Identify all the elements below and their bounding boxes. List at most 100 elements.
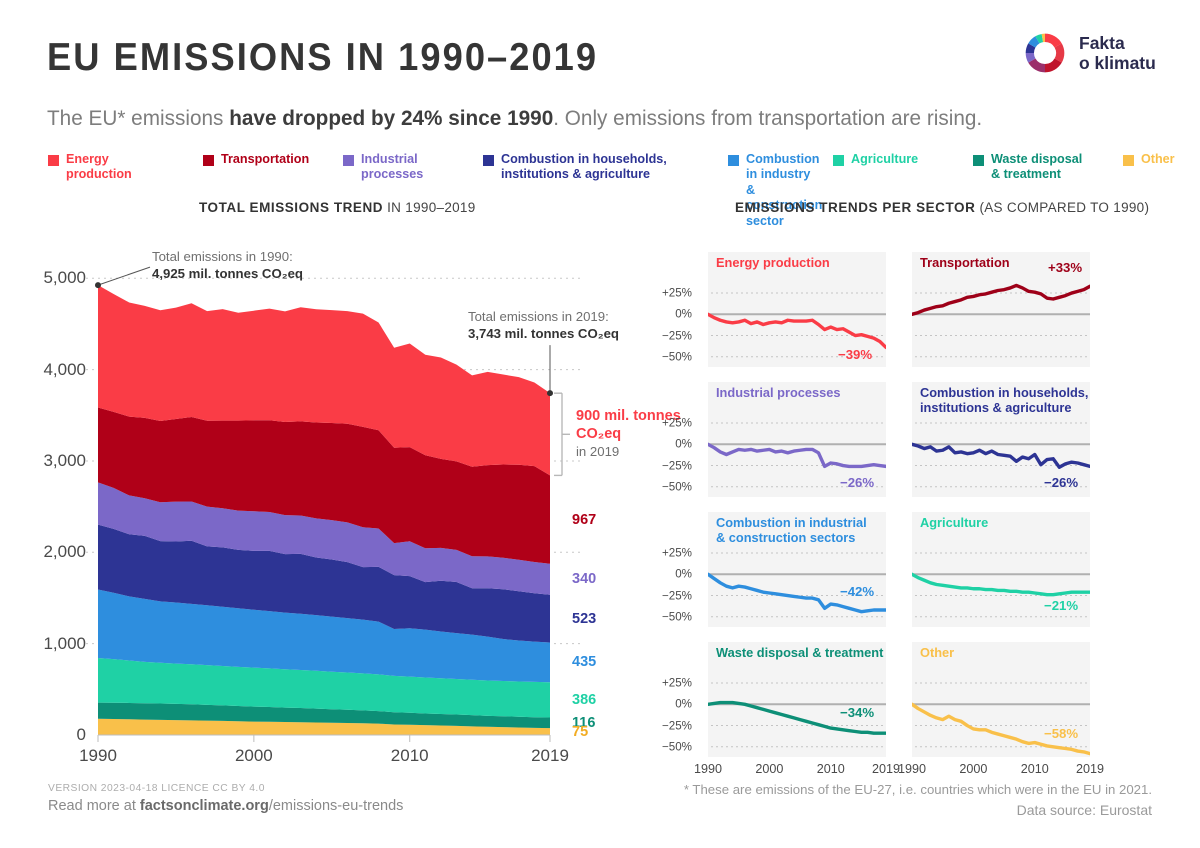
panel-end-value-label: −21% xyxy=(1044,598,1079,614)
panel-title: Other xyxy=(920,645,955,660)
panel-x-tick-label: 2000 xyxy=(755,762,784,776)
panel-background xyxy=(708,382,886,497)
panel-svg xyxy=(708,422,886,488)
x-axis-tick-label: 2019 xyxy=(531,746,569,765)
footer-read-path[interactable]: /emissions-eu-trends xyxy=(268,798,404,814)
subtitle-pre: The EU* emissions xyxy=(47,106,230,130)
sector-panel-5[interactable]: Agriculture xyxy=(912,512,1090,627)
legend-item-3[interactable]: Combustion in households, institutions &… xyxy=(483,152,723,183)
footer-read-pre: Read more at xyxy=(48,798,140,814)
panel-end-value-label: −26% xyxy=(1044,475,1079,490)
panel-y-tick-label: −50% xyxy=(662,350,692,364)
panel-x-tick-label: 1990 xyxy=(693,762,723,776)
panel-title: Combustion in industrial & construction … xyxy=(716,515,867,545)
panel-end-value-label: −26% xyxy=(840,475,875,490)
panel-trend-line xyxy=(912,283,1090,316)
footer-version: VERSION 2023-04-18 LICENCE CC BY 4.0 xyxy=(48,783,265,794)
x-axis-tick-label: 2000 xyxy=(234,746,273,765)
panel-x-tick-label: 2000 xyxy=(959,762,988,776)
legend-item-5[interactable]: Agriculture xyxy=(833,152,973,167)
y-axis-tick-label: 3,000 xyxy=(43,450,86,470)
panel-background xyxy=(912,382,1090,497)
y-axis-tick-label: 5,000 xyxy=(43,268,86,288)
legend-item-label: Other xyxy=(1141,152,1175,166)
annotation-dot xyxy=(547,390,553,397)
footer-read-more: Read more at factsonclimate.org/emission… xyxy=(48,798,403,814)
footer-note: * These are emissions of the EU-27, i.e.… xyxy=(683,782,1152,797)
total-emissions-stacked-area-chart: 5,000 4,000 3,000 2,000 1,000 0 1990 2000 2010 20… xyxy=(0,230,680,775)
sector-panel-2[interactable]: Industrial processes xyxy=(708,382,886,497)
subtitle-post: . Only emissions from transportation are… xyxy=(553,106,983,130)
panel-title: Transportation xyxy=(920,255,1010,270)
panel-trend-line xyxy=(708,312,886,350)
panel-trend-line xyxy=(912,442,1090,469)
panel-trend-line xyxy=(912,702,1090,756)
panel-y-tick-label: 0% xyxy=(675,567,692,581)
start-total-annotation: Total emissions in 1990: 4,925 mil. tonne… xyxy=(152,249,303,282)
legend-item-label: Energy production xyxy=(66,152,132,182)
right-section-header-normal: (AS COMPARED TO 1990) xyxy=(975,200,1150,215)
sector-panel-1[interactable]: Transportation xyxy=(912,252,1090,367)
left-section-header-bold: TOTAL EMISSIONS TREND xyxy=(199,200,384,215)
legend-item-7[interactable]: Other xyxy=(1123,152,1200,167)
legend-item-1[interactable]: Transportation xyxy=(203,152,343,167)
panel-y-tick-label: +25% xyxy=(662,546,692,560)
panel-end-value-label: −34% xyxy=(840,705,875,721)
panel-y-tick-label: −50% xyxy=(662,610,692,624)
legend-item-6[interactable]: Waste disposal & treatment xyxy=(973,152,1123,183)
panel-title: Industrial processes xyxy=(716,385,841,400)
legend-item-2[interactable]: Industrial processes xyxy=(343,152,483,183)
sector-panel-7[interactable]: Other xyxy=(912,642,1090,757)
bracket-line2: CO₂eq xyxy=(576,425,622,442)
sector-panel-0[interactable]: Energy production xyxy=(708,252,886,367)
bracket-line1: 900 mil. tonnes xyxy=(576,408,681,425)
panel-title: Agriculture xyxy=(920,515,989,530)
area-series-energy-production xyxy=(98,285,550,476)
panel-y-tick-label: −50% xyxy=(662,480,692,494)
panel-y-tick-label: 0% xyxy=(675,697,692,711)
panel-end-value-label: −58% xyxy=(1044,725,1079,741)
panel-x-tick-label: 1990 xyxy=(897,762,927,776)
panel-trend-line xyxy=(708,572,886,614)
panel-background xyxy=(912,642,1090,757)
panel-svg xyxy=(912,422,1090,488)
legend-item-4[interactable]: Combustion in industry & construction se… xyxy=(728,152,833,229)
panel-background xyxy=(912,512,1090,627)
energy-band-bracket-annotation: 900 mil. tonnes CO₂eq in 2019 xyxy=(576,408,706,461)
x-axis-tick-label: 1990 xyxy=(79,746,117,765)
sector-panel-3[interactable]: Combustion in households, institutions &… xyxy=(912,382,1090,497)
footer-data-source: Data source: Eurostat xyxy=(1016,802,1152,818)
y-axis-tick-label: 1,000 xyxy=(43,633,86,653)
panel-x-tick-label: 2019 xyxy=(1075,762,1105,776)
panel-svg xyxy=(912,283,1090,358)
series-end-value-label: 435 xyxy=(572,654,597,671)
annotation-dot xyxy=(95,282,101,289)
panel-trend-line xyxy=(912,572,1090,597)
footer-site-link[interactable]: factsonclimate.org xyxy=(139,798,269,814)
page-subtitle: The EU* emissions have dropped by 24% si… xyxy=(47,106,982,131)
panel-title: Energy production xyxy=(716,255,830,270)
panel-background xyxy=(912,252,1090,367)
y-axis-tick-label: 4,000 xyxy=(43,359,86,379)
area-series-combustion-in-industry-construction-sector xyxy=(98,589,550,683)
sector-panel-6[interactable]: Waste disposal & treatment xyxy=(708,642,886,757)
end-total-annotation: Total emissions in 2019: 3,743 mil. tonne… xyxy=(468,309,678,342)
x-axis-tick-label: 2010 xyxy=(390,746,429,765)
panel-trend-line xyxy=(708,442,886,469)
sector-panel-4[interactable]: Combustion in industrial & construction … xyxy=(708,512,886,627)
panel-end-value-label: −42% xyxy=(840,584,875,599)
panel-svg xyxy=(708,292,886,358)
legend-item-label: Transportation xyxy=(221,152,310,166)
start-annotation-line1: Total emissions in 1990: xyxy=(152,249,293,265)
legend-swatch-icon xyxy=(1123,155,1134,166)
left-section-header: TOTAL EMISSIONS TREND IN 1990–2019 xyxy=(199,200,476,215)
logo-text: Fakta o klimatu xyxy=(1079,33,1156,74)
panel-background xyxy=(708,642,886,757)
series-end-value-label: 116 xyxy=(572,714,596,731)
panel-x-tick-label: 2010 xyxy=(816,762,845,776)
legend-item-0[interactable]: Energy production xyxy=(48,152,148,183)
annotation-leader-line xyxy=(97,266,151,286)
panel-y-tick-label: −25% xyxy=(662,329,692,343)
legend-item-label: Combustion in households, institutions &… xyxy=(501,152,667,182)
area-series-agriculture xyxy=(98,657,550,718)
